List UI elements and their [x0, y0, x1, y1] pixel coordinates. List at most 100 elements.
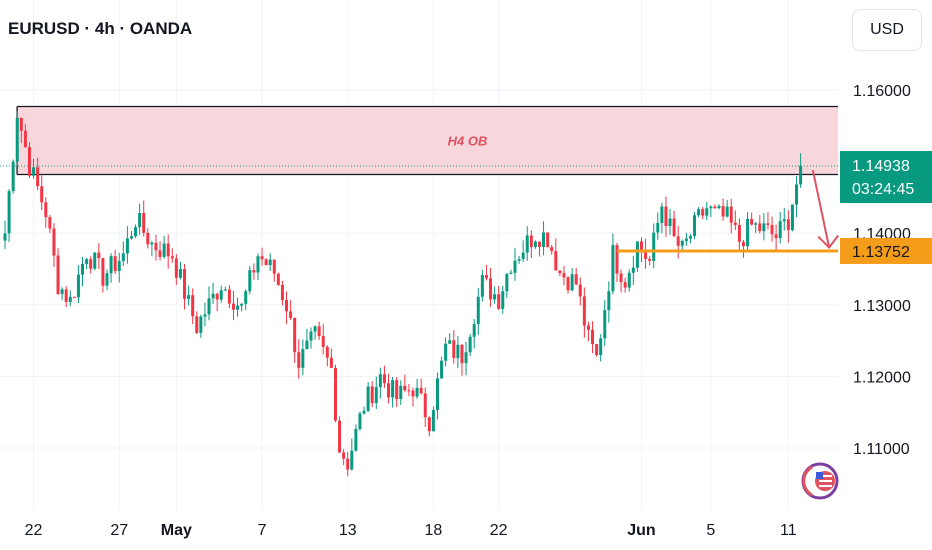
candle-body [391, 380, 395, 398]
candle-body [395, 380, 399, 399]
candle-body [733, 222, 737, 225]
candle-body [737, 224, 741, 242]
candle-body [790, 204, 794, 231]
candle-body [374, 387, 378, 404]
time-tick-label: 27 [110, 522, 128, 539]
candle-body [680, 240, 684, 246]
candle-body [464, 352, 468, 364]
candle-body [497, 294, 501, 309]
brand-logo [801, 462, 839, 500]
candle-body [419, 387, 423, 394]
candle-body [435, 378, 439, 411]
candle-body [431, 410, 435, 432]
candle-body [174, 258, 178, 278]
candle-body [7, 191, 11, 234]
candle-body [280, 284, 284, 300]
time-tick-label: 5 [706, 522, 715, 539]
time-tick-label: 13 [339, 522, 357, 539]
candle-body [652, 232, 656, 261]
candle-body [595, 344, 599, 356]
candle-body [325, 346, 329, 358]
candle-body [448, 340, 452, 344]
candle-body [786, 219, 790, 231]
candle-body [623, 282, 627, 288]
candle-body [117, 260, 121, 272]
candle-body [795, 184, 799, 205]
candle-body [19, 117, 23, 131]
candle-body [256, 256, 260, 273]
candle-body [342, 452, 346, 459]
candle-body [407, 390, 411, 392]
candle-body [321, 336, 325, 347]
candle-body [289, 311, 293, 318]
price-axis: 1.160001.140001.130001.120001.110001.149… [840, 83, 932, 458]
candle-body [333, 367, 337, 421]
candle-body [227, 289, 231, 304]
candle-body [639, 241, 643, 252]
candle-body [660, 206, 664, 223]
candle-body [191, 295, 195, 317]
candle-body [709, 206, 713, 209]
time-tick-label: 22 [490, 522, 508, 539]
candle-body [44, 202, 48, 218]
candle-body [778, 221, 782, 239]
candle-body [170, 256, 174, 259]
candle-body [252, 270, 256, 273]
candle-body [362, 410, 366, 414]
candle-body [146, 232, 150, 245]
price-tick-label: 1.13000 [853, 298, 911, 315]
candle-body [693, 215, 697, 237]
candle-body [619, 273, 623, 283]
time-tick-label: May [161, 522, 192, 539]
candle-body [591, 329, 595, 345]
candle-body [525, 235, 529, 253]
candle-body [354, 429, 358, 451]
candle-body [599, 338, 603, 356]
currency-button[interactable]: USD [852, 9, 922, 51]
candle-body [350, 450, 354, 470]
candle-body [97, 252, 101, 259]
candle-body [688, 236, 692, 239]
candle-body [537, 241, 541, 247]
candle-body [272, 259, 276, 274]
candle-body [697, 209, 701, 216]
candle-body [248, 270, 252, 292]
candle-body [611, 245, 615, 292]
candle-body [3, 233, 7, 241]
time-tick-label: 7 [258, 522, 267, 539]
candle-body [615, 245, 619, 274]
candle-body [444, 343, 448, 361]
candle-body [183, 269, 187, 299]
candle-body [501, 291, 505, 309]
candle-body [741, 241, 745, 247]
candle-body [15, 117, 19, 162]
candle-body [729, 206, 733, 223]
candle-body [329, 357, 333, 368]
support-price-label: 1.13752 [852, 244, 910, 261]
candle-body [199, 316, 203, 333]
candle-body [746, 218, 750, 247]
candle-body [240, 303, 244, 306]
candle-body [113, 256, 117, 272]
candle-body [101, 258, 105, 286]
candle-body [656, 222, 660, 233]
candles [3, 111, 803, 477]
order-block-zone: H4 OB [16, 105, 838, 176]
candle-body [603, 310, 607, 339]
candle-body [721, 206, 725, 217]
current-price-label: 1.14938 [852, 158, 910, 175]
chart-title: EURUSD · 4h · OANDA [8, 19, 192, 38]
candle-body [264, 259, 268, 266]
candle-body [676, 236, 680, 246]
candle-body [125, 238, 129, 254]
time-tick-label: Jun [627, 522, 655, 539]
candle-body [93, 252, 97, 269]
candle-body [566, 277, 570, 291]
candle-body [705, 208, 709, 216]
candle-body [493, 294, 497, 300]
grid [0, 0, 838, 510]
candle-body [105, 273, 109, 286]
time-tick-label: 18 [425, 522, 443, 539]
candle-body [521, 252, 525, 260]
